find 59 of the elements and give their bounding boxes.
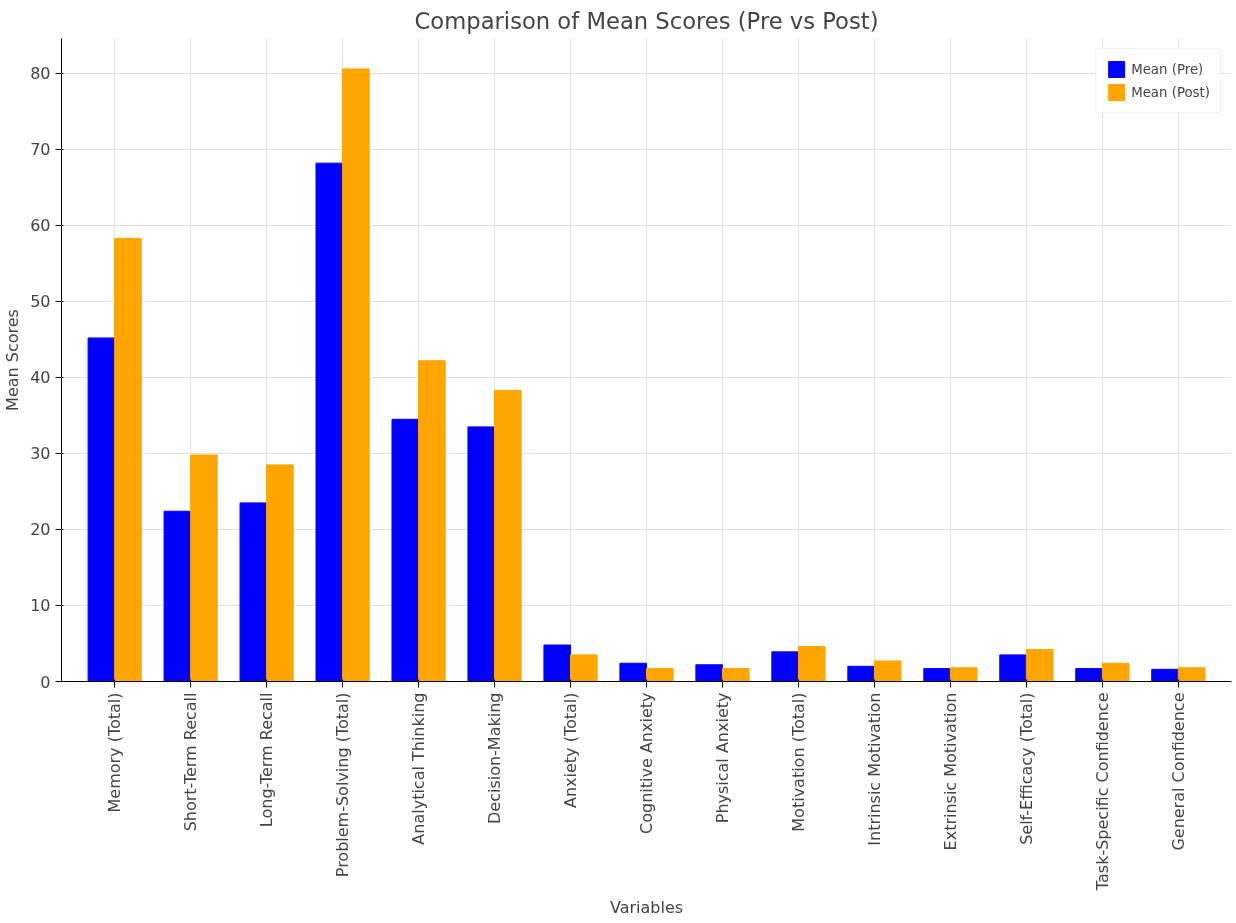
bar (342, 68, 370, 682)
y-tick-label: 20 (30, 520, 51, 540)
bar (873, 660, 902, 682)
bar (797, 646, 826, 682)
x-tick-label: Physical Anxiety (712, 692, 732, 824)
x-tick-label: Motivation (Total) (788, 692, 808, 832)
bar (543, 644, 572, 682)
y-tick-label: 0 (40, 672, 51, 692)
x-tick-label: Intrinsic Motivation (864, 692, 884, 846)
y-tick-label: 10 (30, 596, 51, 616)
bar (315, 162, 344, 682)
x-tick-label: Long-Term Recall (257, 692, 277, 828)
bar (239, 502, 268, 682)
bar (87, 337, 116, 682)
bar (418, 360, 446, 682)
x-tick-label: Extrinsic Motivation (940, 692, 960, 851)
bar (163, 510, 192, 682)
bar (847, 665, 875, 682)
bar (467, 426, 496, 682)
bar (619, 662, 647, 682)
bar (1101, 662, 1130, 682)
bar (1177, 667, 1206, 682)
x-tick-label: Cognitive Anxiety (637, 692, 656, 834)
legend-label: Mean (Post) (1131, 84, 1210, 100)
x-axis-title: Variables (609, 898, 684, 918)
bar (771, 651, 799, 682)
y-tick-label: 30 (30, 444, 51, 464)
bar (494, 389, 522, 682)
bar (391, 418, 420, 682)
bar (695, 664, 723, 682)
y-tick-label: 50 (30, 292, 51, 312)
bar (923, 668, 951, 682)
x-tick-label: Memory (Total) (105, 692, 125, 813)
bar (114, 237, 142, 682)
bar (949, 667, 978, 682)
y-tick-label: 80 (30, 64, 51, 84)
x-tick-label: Task-Specific Confidence (1092, 692, 1112, 892)
bar (999, 654, 1027, 682)
x-tick-label: Decision-Making (485, 692, 505, 825)
x-tick-label: General Confidence (1168, 692, 1188, 851)
x-tick-label: Anxiety (Total) (561, 692, 581, 809)
legend-label: Mean (Pre) (1131, 61, 1204, 77)
y-tick-label: 40 (30, 368, 51, 388)
x-tick-label: Analytical Thinking (409, 692, 429, 845)
bar (190, 454, 218, 682)
bar (1025, 649, 1054, 682)
bar (1151, 668, 1179, 682)
bar (1075, 668, 1103, 682)
x-tick-label: Self-Efficacy (Total) (1016, 692, 1036, 845)
y-tick-label: 70 (30, 140, 51, 160)
bar (266, 464, 294, 682)
x-tick-label: Short-Term Recall (181, 692, 201, 832)
chart-title: Comparison of Mean Scores (Pre vs Post) (414, 7, 879, 34)
y-tick-label: 60 (30, 216, 51, 236)
bar (570, 654, 598, 682)
bar (646, 668, 674, 682)
bar (721, 668, 750, 682)
x-tick-label: Problem-Solving (Total) (333, 692, 353, 878)
y-axis-title: Mean Scores (3, 309, 23, 411)
